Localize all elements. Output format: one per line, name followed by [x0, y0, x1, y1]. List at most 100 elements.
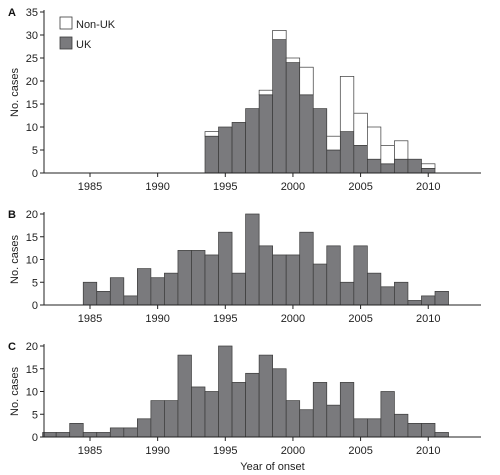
bar-c-cases-1996	[231, 382, 246, 438]
chart-panel-c: 0 5 10 15 20 1985 1990 1995 2000 2005 2010 C No. cas…	[8, 341, 481, 473]
panel-label: C	[8, 341, 16, 353]
bar-b-cases-1997	[245, 213, 260, 306]
bar-b-cases-1986	[96, 291, 111, 306]
bar-c-cases-1997	[245, 372, 260, 438]
bar-c-cases-1995	[218, 345, 233, 438]
bar-b-cases-1989	[137, 268, 152, 306]
x-tick-label: 2005	[348, 313, 372, 325]
bar-b-cases-2001	[299, 231, 314, 306]
y-tick-label: 20	[26, 76, 38, 88]
bar-a-uk-1997	[245, 108, 260, 174]
bar-b-cases-2010	[421, 295, 436, 306]
bar-b-cases-2006	[367, 272, 382, 306]
x-tick-label: 2000	[281, 313, 305, 325]
panel-label: A	[8, 7, 16, 19]
bar-a-nonuk-2001	[299, 66, 314, 96]
y-tick-label: 0	[32, 300, 38, 312]
x-tick-label: 2010	[416, 313, 440, 325]
y-tick-label: 0	[32, 168, 38, 180]
y-tick-label: 20	[26, 209, 38, 221]
bar-c-cases-1990	[150, 400, 165, 438]
x-tick-label: 2000	[281, 445, 305, 457]
x-tick-label: 1985	[78, 445, 102, 457]
bar-a-uk-2010	[421, 168, 436, 174]
bar-c-cases-2010	[421, 423, 436, 438]
bar-c-cases-2001	[299, 409, 314, 438]
bar-a-uk-1999	[272, 39, 287, 174]
bar-a-nonuk-1999	[272, 30, 287, 40]
bar-c-cases-1999	[272, 368, 287, 438]
bar-a-nonuk-2010	[421, 163, 436, 169]
bar-c-cases-2007	[380, 391, 395, 438]
legend-label: UK	[76, 39, 92, 51]
bar-b-cases-1994	[204, 254, 219, 306]
x-tick-label: 1995	[213, 445, 237, 457]
y-tick-label: 15	[26, 364, 38, 376]
bar-a-nonuk-2006	[367, 126, 382, 160]
bar-b-cases-2007	[380, 286, 395, 306]
bar-c-cases-2008	[394, 413, 409, 438]
panel-label: B	[8, 209, 16, 221]
bar-a-uk-2003	[326, 149, 341, 174]
x-axis-title: Year of onset	[240, 461, 304, 473]
legend-swatch	[59, 16, 73, 30]
bar-b-cases-2004	[339, 281, 355, 306]
bar-c-cases-1998	[258, 354, 273, 438]
y-axis-title: No. cases	[9, 367, 21, 416]
chart-panel-a: 0 5 10 15 20 25 30 35 1985 1990 1995 2000 2005 2010 A N…	[8, 7, 481, 193]
bar-b-cases-1998	[258, 245, 273, 306]
bar-c-cases-2003	[326, 404, 341, 438]
bar-b-cases-1993	[191, 250, 206, 306]
bar-b-cases-1990	[150, 277, 165, 306]
bar-a-uk-2005	[353, 145, 368, 174]
y-tick-label: 10	[26, 122, 38, 134]
x-tick-label: 1985	[78, 313, 102, 325]
legend: Non-UK UK	[59, 16, 116, 51]
bar-a-nonuk-2005	[353, 112, 368, 146]
x-tick-label: 1990	[145, 313, 169, 325]
bar-b-cases-1991	[164, 272, 179, 306]
bar-c-cases-1993	[191, 386, 206, 438]
bar-b-cases-2000	[285, 254, 301, 306]
bar-a-nonuk-2008	[394, 140, 409, 160]
x-tick-label: 2010	[416, 181, 440, 193]
bar-a-uk-2002	[312, 108, 328, 174]
bar-a-uk-2008	[394, 158, 409, 174]
legend-swatch	[59, 36, 73, 50]
bar-c-cases-2000	[285, 400, 301, 438]
bar-a-uk-2007	[380, 163, 395, 174]
bar-c-cases-1984	[69, 423, 84, 438]
bar-a-nonuk-2003	[326, 135, 341, 151]
y-tick-label: 15	[26, 232, 38, 244]
bar-b-cases-2009	[407, 300, 422, 306]
x-tick-label: 1995	[213, 181, 237, 193]
y-tick-label: 5	[32, 277, 38, 289]
bar-a-nonuk-2004	[339, 76, 355, 132]
bar-a-uk-1995	[218, 126, 233, 174]
bar-c-cases-1987	[109, 427, 125, 438]
bar-b-cases-1999	[272, 254, 287, 306]
x-tick-label: 2005	[348, 445, 372, 457]
bar-a-nonuk-1998	[258, 89, 273, 96]
bar-c-cases-1994	[204, 391, 219, 438]
y-tick-label: 10	[26, 255, 38, 267]
bar-c-cases-2002	[312, 382, 328, 438]
bar-a-uk-1994	[204, 135, 219, 174]
bar-b-cases-1988	[123, 295, 138, 306]
bar-c-cases-2004	[339, 382, 355, 438]
x-tick-label: 2010	[416, 445, 440, 457]
bar-a-uk-2006	[367, 158, 382, 174]
bar-c-cases-2005	[353, 418, 368, 438]
bar-a-uk-1998	[258, 94, 273, 174]
y-axis-title: No. cases	[9, 235, 21, 284]
bar-b-cases-2005	[353, 245, 368, 306]
y-tick-label: 20	[26, 341, 38, 353]
bar-b-cases-2011	[434, 291, 449, 306]
x-tick-label: 1985	[78, 181, 102, 193]
x-tick-label: 1995	[213, 313, 237, 325]
bar-c-cases-1992	[177, 354, 192, 438]
bar-c-cases-1983	[55, 432, 71, 438]
bar-a-nonuk-1994	[204, 131, 219, 137]
bar-b-cases-2008	[394, 281, 409, 306]
